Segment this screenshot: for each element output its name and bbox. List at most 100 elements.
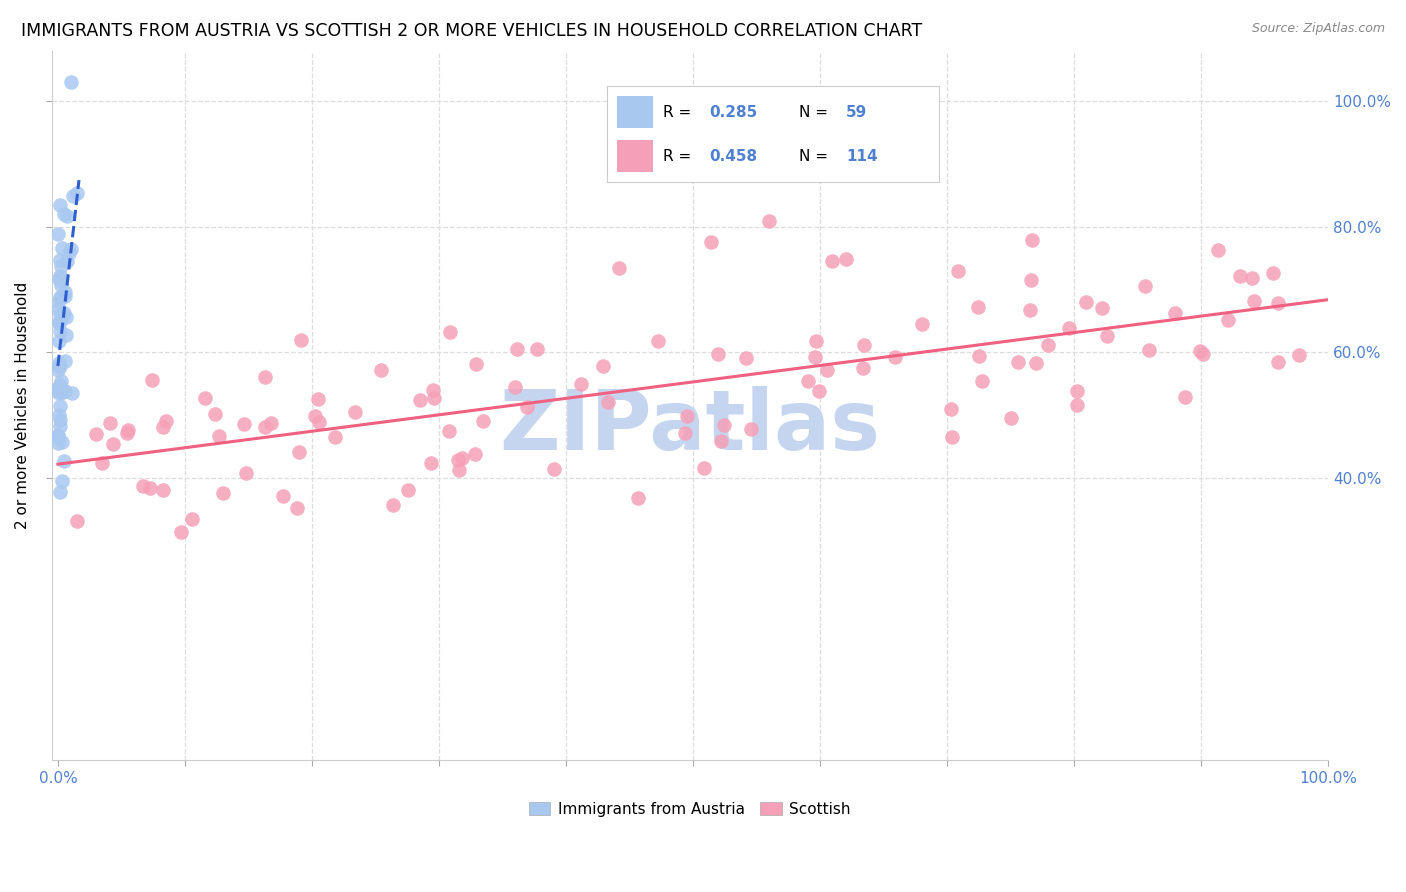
- Point: [1240, 270, 1263, 285]
- Point: [48, 334, 70, 348]
- Point: [1057, 321, 1080, 335]
- Point: [51, 435, 73, 450]
- Point: [1000, 411, 1022, 425]
- Point: [55, 310, 77, 324]
- Point: [1261, 266, 1284, 280]
- Point: [48, 272, 70, 286]
- Point: [49, 268, 72, 283]
- Point: [1243, 294, 1265, 309]
- Point: [627, 491, 650, 506]
- Point: [55, 210, 77, 224]
- Point: [815, 363, 838, 377]
- Point: [439, 424, 461, 438]
- Point: [1066, 398, 1088, 412]
- Point: [53, 285, 76, 300]
- Point: [740, 422, 762, 436]
- Point: [62, 189, 84, 203]
- Point: [420, 456, 443, 470]
- Point: [60, 386, 83, 401]
- Point: [46, 435, 69, 450]
- Point: [807, 384, 830, 399]
- Point: [48, 324, 70, 338]
- Point: [598, 395, 620, 409]
- Point: [423, 392, 446, 406]
- Point: [673, 425, 696, 440]
- Point: [53, 289, 76, 303]
- Point: [49, 413, 72, 427]
- Point: [46, 428, 69, 442]
- Point: [181, 512, 204, 526]
- Point: [804, 334, 827, 348]
- Point: [208, 429, 231, 443]
- Point: [409, 393, 432, 408]
- Point: [439, 325, 461, 339]
- Point: [51, 241, 73, 255]
- Point: [49, 378, 72, 392]
- Point: [48, 430, 70, 444]
- Point: [699, 235, 721, 250]
- Point: [271, 489, 294, 503]
- Text: IMMIGRANTS FROM AUSTRIA VS SCOTTISH 2 OR MORE VEHICLES IN HOUSEHOLD CORRELATION : IMMIGRANTS FROM AUSTRIA VS SCOTTISH 2 OR…: [21, 22, 922, 40]
- Point: [308, 416, 330, 430]
- Point: [48, 356, 70, 370]
- Point: [49, 359, 72, 374]
- Legend: Immigrants from Austria, Scottish: Immigrants from Austria, Scottish: [529, 802, 851, 816]
- Point: [115, 425, 138, 440]
- Point: [1024, 356, 1046, 370]
- Point: [323, 430, 346, 444]
- Point: [710, 434, 733, 448]
- Point: [647, 334, 669, 348]
- Point: [1288, 348, 1310, 362]
- Point: [447, 463, 470, 477]
- Point: [48, 359, 70, 373]
- Point: [835, 252, 858, 266]
- Point: [211, 485, 233, 500]
- Point: [49, 290, 72, 304]
- Point: [49, 259, 72, 273]
- Point: [707, 347, 730, 361]
- Point: [53, 384, 76, 399]
- Point: [49, 312, 72, 326]
- Point: [53, 354, 76, 368]
- Point: [52, 385, 75, 400]
- Point: [53, 306, 76, 320]
- Point: [381, 498, 404, 512]
- Point: [48, 400, 70, 414]
- Point: [49, 275, 72, 289]
- Point: [52, 287, 75, 301]
- Point: [260, 416, 283, 430]
- Point: [1036, 338, 1059, 352]
- Point: [48, 315, 70, 329]
- Point: [676, 409, 699, 424]
- Point: [48, 485, 70, 500]
- Point: [49, 277, 72, 292]
- Point: [253, 370, 276, 384]
- Point: [758, 214, 780, 228]
- Point: [117, 424, 139, 438]
- Point: [1019, 273, 1042, 287]
- Point: [290, 334, 312, 348]
- Point: [396, 483, 419, 498]
- Point: [464, 357, 486, 371]
- Point: [48, 385, 70, 400]
- Point: [1173, 391, 1195, 405]
- Point: [152, 420, 174, 434]
- Point: [46, 227, 69, 242]
- Point: [51, 474, 73, 488]
- Point: [516, 400, 538, 414]
- Point: [55, 328, 77, 343]
- Point: [422, 383, 444, 397]
- Point: [288, 445, 311, 459]
- Point: [53, 454, 76, 468]
- Point: [852, 361, 875, 376]
- Point: [49, 252, 72, 267]
- Point: [51, 308, 73, 322]
- Point: [235, 466, 257, 480]
- Point: [571, 377, 593, 392]
- Point: [1229, 268, 1251, 283]
- Point: [967, 349, 990, 363]
- Point: [1206, 243, 1229, 257]
- Point: [49, 198, 72, 212]
- Point: [471, 414, 494, 428]
- Point: [592, 359, 614, 374]
